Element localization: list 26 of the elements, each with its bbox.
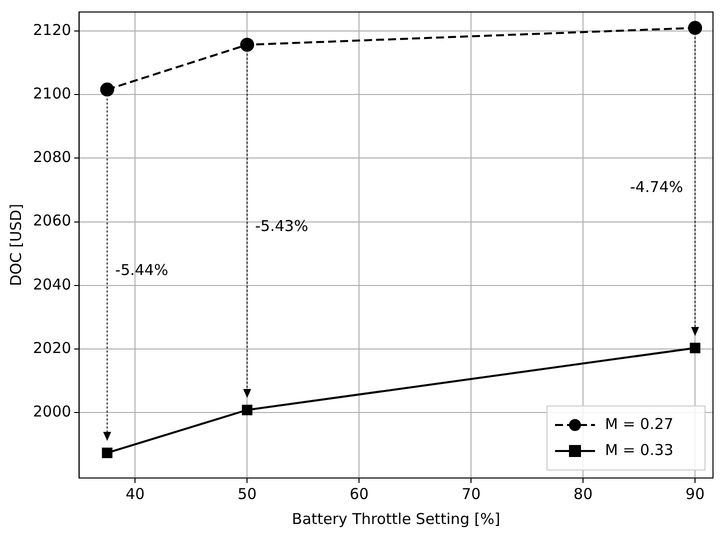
point [100, 82, 114, 97]
x-tick-label: 40 [126, 484, 145, 503]
x-tick-label: 50 [238, 484, 257, 503]
y-tick-label: 2020 [32, 338, 72, 357]
point [102, 448, 112, 458]
annotation: -5.44% [115, 261, 168, 280]
legend-label: M = 0.27 [605, 414, 674, 433]
annotation: -4.74% [630, 178, 684, 196]
point [240, 38, 254, 52]
y-tick-label: 2040 [32, 275, 72, 294]
y-tick-label: 2000 [32, 402, 72, 420]
y-tick-label: 2060 [32, 212, 72, 230]
point [690, 342, 700, 354]
y-tick-label: 2120 [32, 20, 72, 39]
y-axis-title: DOC [USD] [6, 204, 25, 286]
x-tick-label: 60 [350, 484, 369, 503]
annotation: -5.43% [255, 217, 308, 236]
x-tick-label: 70 [462, 484, 481, 503]
x-tick-label: 80 [574, 484, 593, 503]
x-tick-label: 90 [686, 484, 705, 503]
y-tick-label: 2080 [32, 148, 72, 166]
x-axis-title: Battery Throttle Setting [%] [292, 510, 500, 528]
point [242, 404, 252, 416]
legend-label: M = 0.33 [605, 440, 674, 459]
y-tick-label: 2100 [32, 84, 72, 103]
point [688, 20, 702, 35]
